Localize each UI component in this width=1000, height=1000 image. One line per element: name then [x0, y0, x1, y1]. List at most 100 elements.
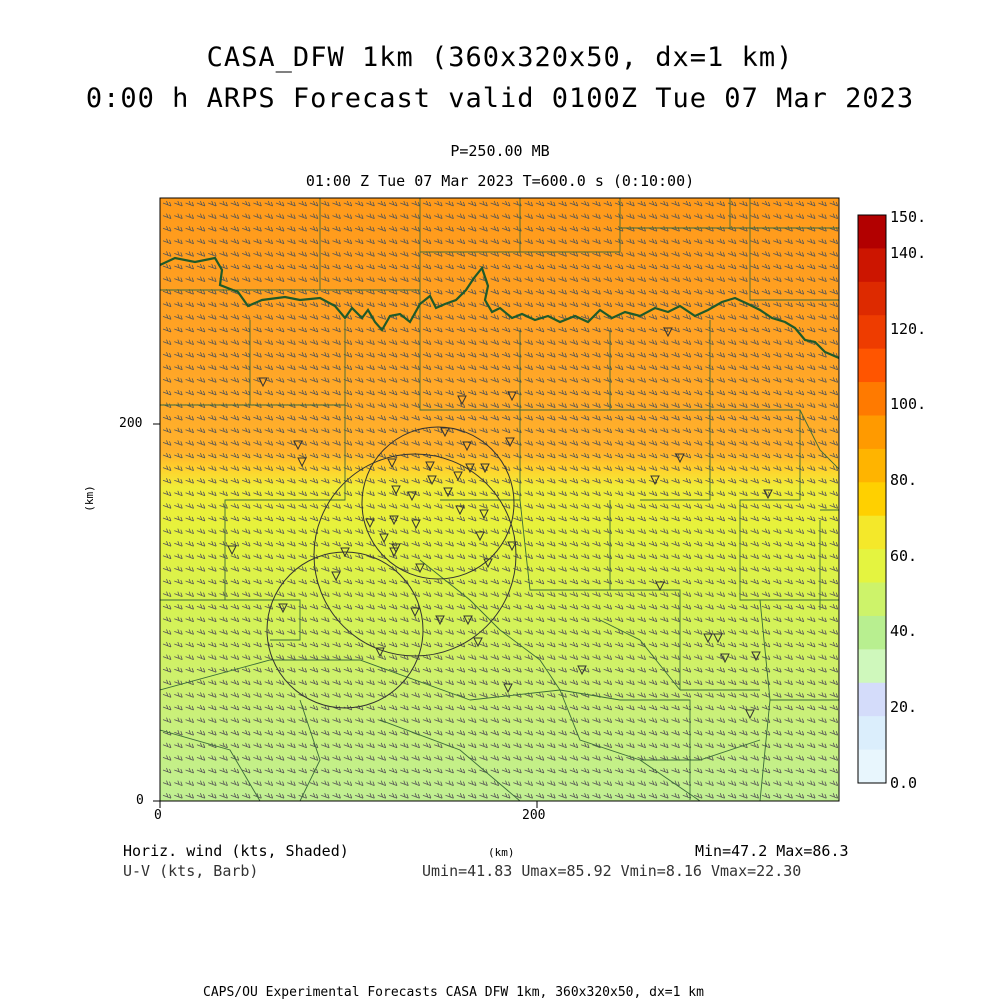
colorbar-swatch	[858, 382, 886, 416]
colorbar-swatch	[858, 215, 886, 249]
station-marker-icon	[503, 683, 513, 694]
station-marker-icon	[293, 440, 303, 451]
station-marker-icon	[443, 487, 453, 498]
station-marker-icon	[340, 547, 350, 558]
station-marker-icon	[455, 505, 465, 516]
station-marker-icon	[465, 463, 475, 474]
colorbar-label-40: 40.	[890, 622, 918, 640]
station-marker-icon	[227, 545, 237, 556]
station-marker-icon	[425, 461, 435, 472]
station-marker-icon	[763, 489, 773, 500]
colorbar-label-140: 140.	[890, 244, 927, 262]
station-marker-icon	[703, 633, 713, 644]
plot-frame	[159, 197, 840, 802]
colorbar-swatch	[858, 549, 886, 584]
county-boundaries	[160, 198, 839, 801]
colorbar-swatch	[858, 281, 886, 316]
station-marker-icon	[751, 651, 761, 662]
colorbar-frame	[857, 214, 887, 784]
pressure-level-label: P=250.00 MB	[450, 142, 550, 160]
station-marker-icon	[387, 458, 397, 469]
uv-min-max: Umin=41.83 Umax=85.92 Vmin=8.16 Vmax=22.…	[422, 862, 802, 880]
station-marker-icon	[411, 519, 421, 530]
x-axis-label: (km)	[488, 846, 515, 859]
y-tick-0: 0	[136, 793, 144, 808]
station-marker-icon	[663, 327, 673, 338]
station-marker-icon	[479, 509, 489, 520]
state-boundary-red-river	[160, 256, 839, 360]
colorbar-swatch	[858, 649, 886, 684]
station-marker-icon	[462, 441, 472, 452]
station-marker-icon	[453, 471, 463, 482]
valid-time-label: 01:00 Z Tue 07 Mar 2023 T=600.0 s (0:10:…	[305, 172, 695, 190]
colorbar-swatch	[858, 448, 886, 483]
station-marker-icon	[389, 547, 399, 558]
station-marker-icon	[745, 709, 755, 720]
station-marker-icon	[389, 515, 399, 526]
station-marker-icon	[410, 607, 420, 618]
colorbar	[857, 214, 887, 784]
y-axis-label: (km)	[82, 485, 96, 512]
radar-range-rings	[266, 426, 517, 709]
station-marker-icon	[463, 615, 473, 626]
colorbar-swatch	[858, 315, 886, 350]
colorbar-swatch	[858, 682, 886, 717]
colorbar-label-0: 0.0	[890, 774, 918, 792]
field-min-max: Min=47.2 Max=86.3	[695, 842, 849, 860]
station-marker-icon	[379, 533, 389, 544]
plot-title-line1: CASA_DFW 1km (360x320x50, dx=1 km)	[206, 42, 794, 73]
station-marker-icon	[505, 437, 515, 448]
y-tick-200: 200	[119, 416, 143, 431]
colorbar-label-150: 150.	[890, 208, 927, 226]
colorbar-label-100: 100.	[890, 395, 927, 413]
colorbar-label-80: 80.	[890, 471, 918, 489]
station-marker-icon	[278, 603, 288, 614]
station-markers	[227, 327, 773, 720]
station-marker-icon	[483, 558, 493, 569]
wind-barb	[162, 200, 839, 799]
station-marker-icon	[675, 453, 685, 464]
station-marker-icon	[720, 653, 730, 664]
station-marker-icon	[507, 391, 517, 402]
colorbar-swatch	[858, 749, 886, 784]
legend-barb-variable: U-V (kts, Barb)	[123, 862, 259, 880]
colorbar-swatch	[858, 582, 886, 617]
wind-barbs-layer	[162, 200, 839, 799]
station-marker-icon	[258, 377, 268, 388]
colorbar-swatch	[858, 248, 886, 283]
colorbar-swatch	[858, 348, 886, 383]
station-marker-icon	[375, 647, 385, 658]
station-marker-icon	[480, 463, 490, 474]
colorbar-swatch	[858, 615, 886, 650]
station-marker-icon	[440, 427, 450, 438]
station-marker-icon	[507, 541, 517, 552]
x-tick-200: 200	[522, 808, 546, 823]
station-marker-icon	[713, 633, 723, 644]
station-marker-icon	[391, 485, 401, 496]
colorbar-label-120: 120.	[890, 320, 927, 338]
station-marker-icon	[415, 563, 425, 574]
x-tick-0: 0	[154, 808, 162, 823]
station-marker-icon	[427, 475, 437, 486]
station-marker-icon	[331, 571, 341, 582]
credit-line: CAPS/OU Experimental Forecasts CASA DFW …	[203, 985, 704, 1000]
axis-ticks	[153, 423, 538, 808]
legend-shaded-variable: Horiz. wind (kts, Shaded)	[123, 842, 349, 860]
station-marker-icon	[297, 457, 307, 468]
plot-title-line2: 0:00 h ARPS Forecast valid 0100Z Tue 07 …	[85, 83, 915, 114]
colorbar-label-60: 60.	[890, 547, 918, 565]
colorbar-label-20: 20.	[890, 698, 918, 716]
colorbar-swatch	[858, 716, 886, 751]
station-marker-icon	[407, 491, 417, 502]
station-marker-icon	[475, 531, 485, 542]
station-marker-icon	[655, 581, 665, 592]
colorbar-swatch	[858, 415, 886, 450]
station-marker-icon	[577, 665, 587, 676]
station-marker-icon	[650, 475, 660, 486]
station-marker-icon	[473, 637, 483, 648]
station-marker-icon	[435, 615, 445, 626]
colorbar-swatch	[858, 515, 886, 550]
colorbar-swatch	[858, 482, 886, 517]
station-marker-icon	[365, 518, 375, 529]
